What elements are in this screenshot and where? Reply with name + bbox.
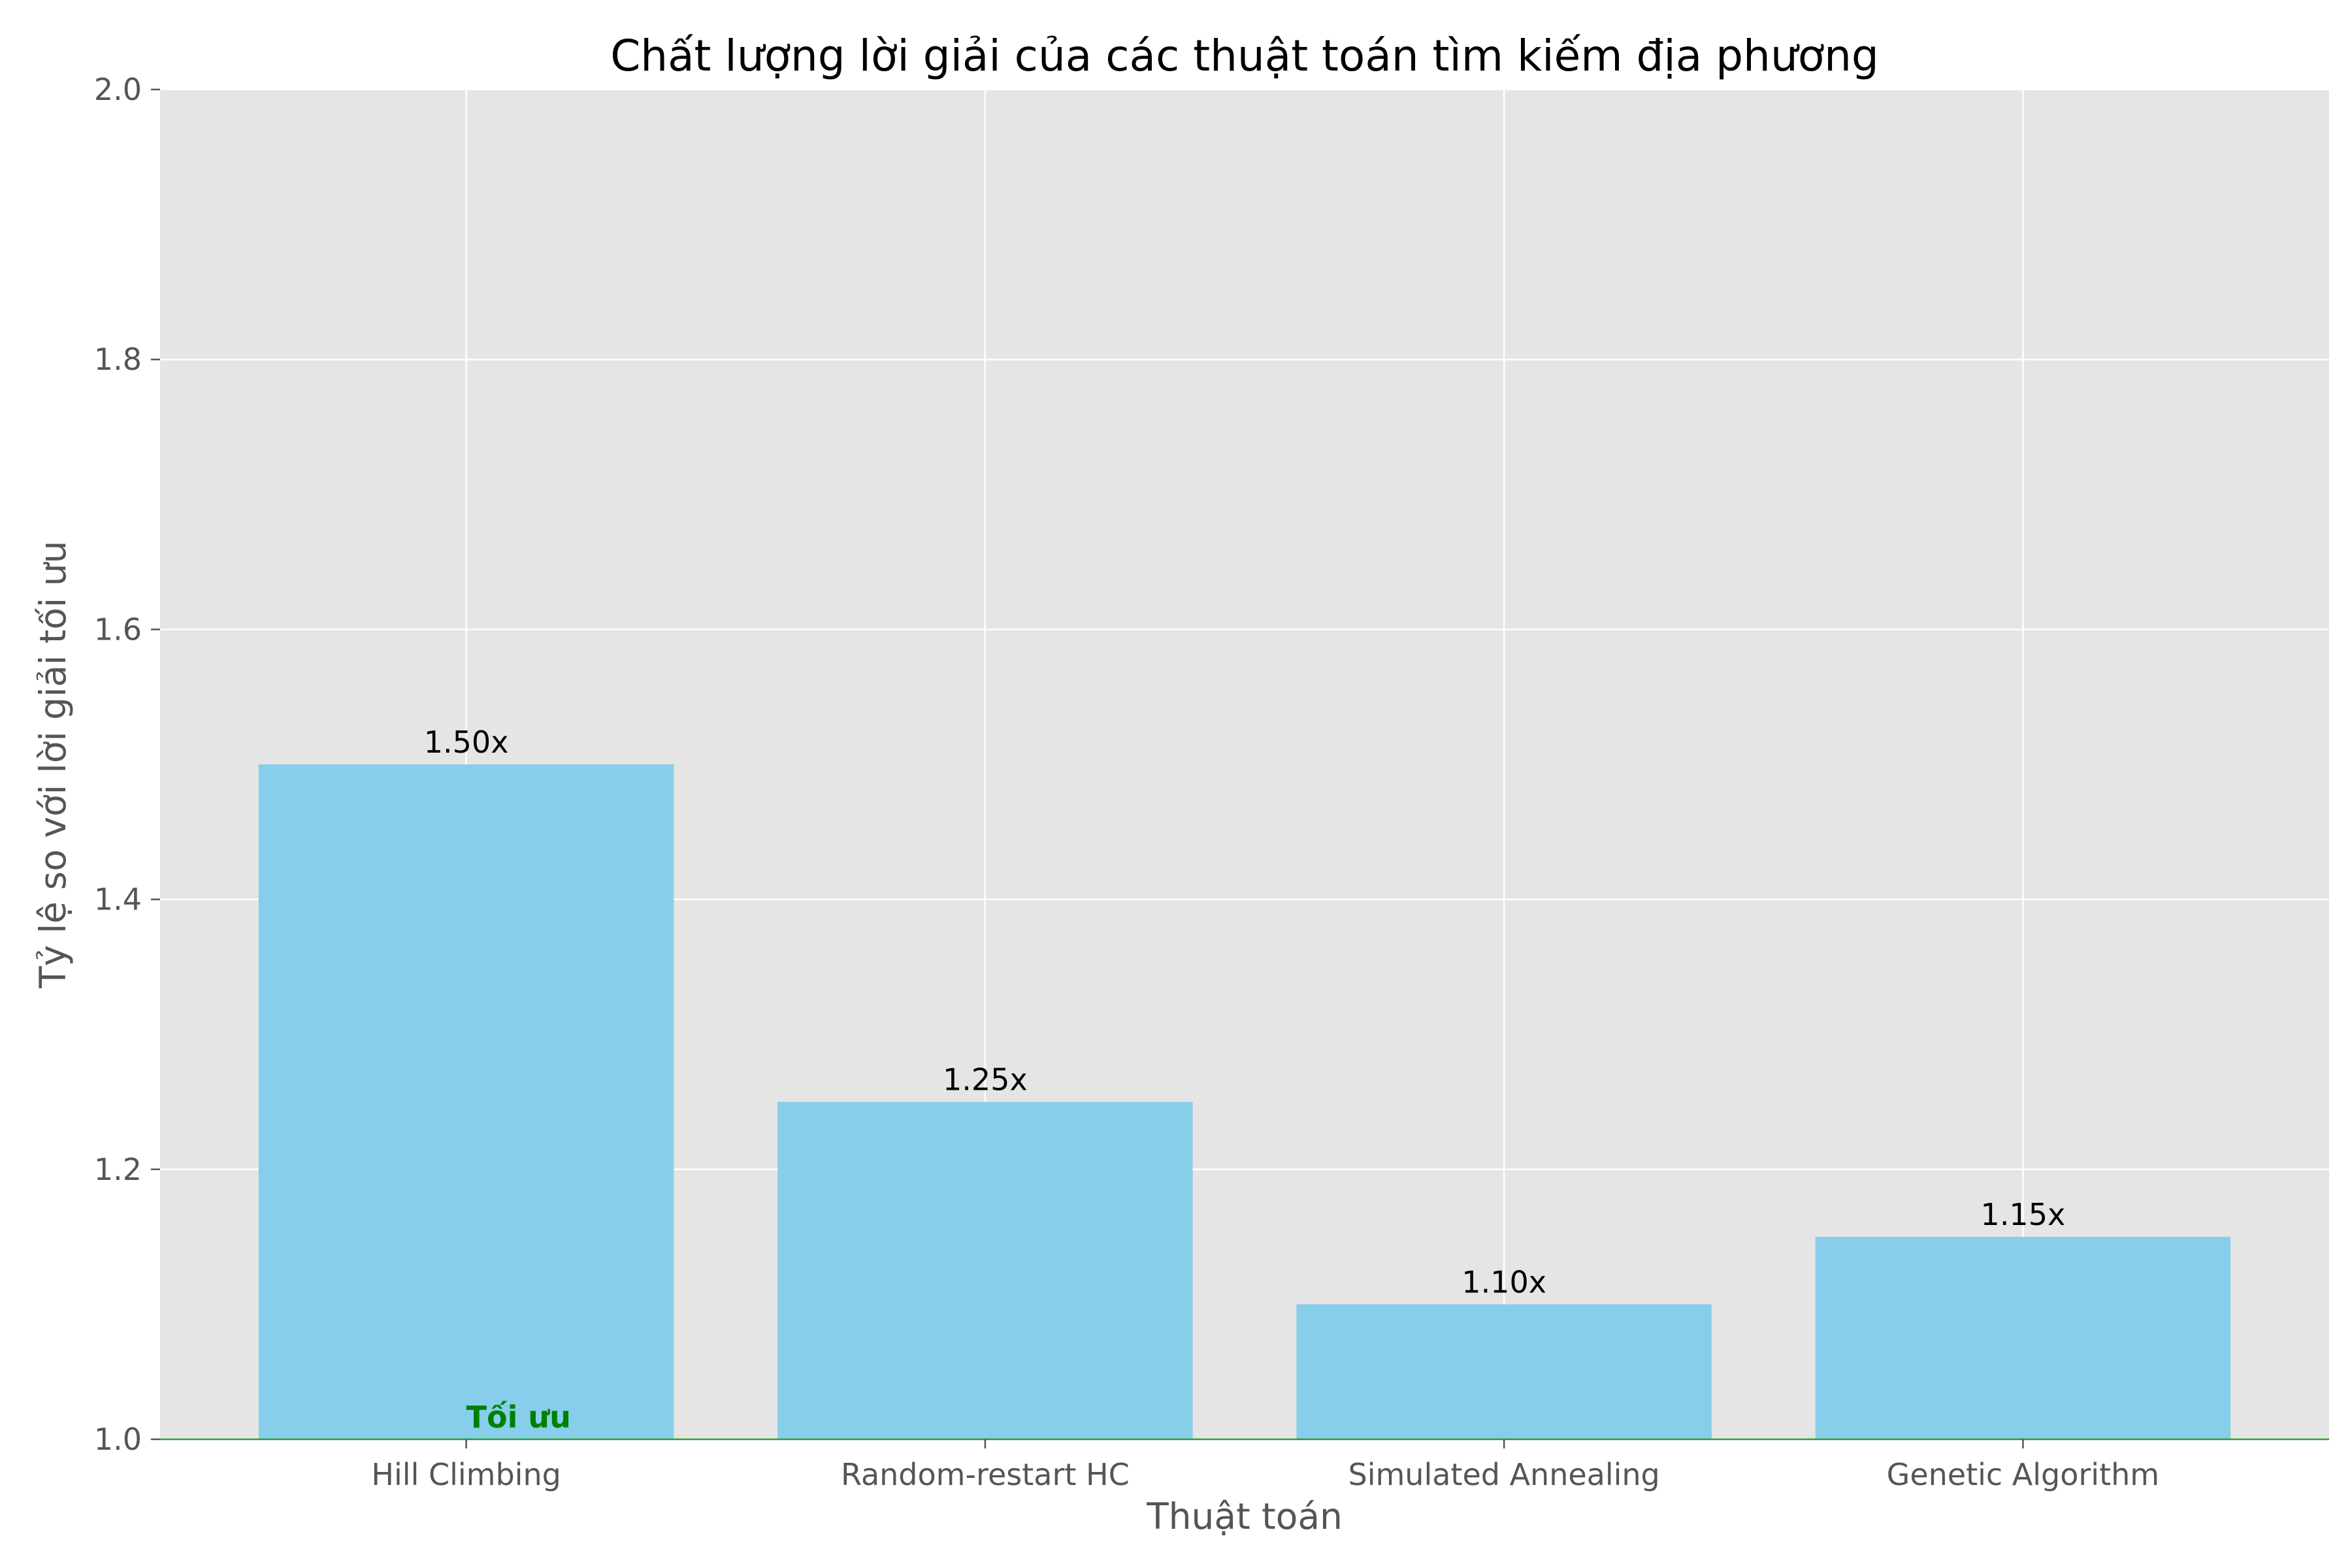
chart-title: Chất lượng lời giải của các thuật toán t… bbox=[610, 31, 1879, 81]
bar bbox=[777, 1102, 1193, 1439]
bar bbox=[258, 764, 674, 1439]
x-tick-label: Hill Climbing bbox=[371, 1457, 561, 1492]
reference-line-label: Tối ưu bbox=[466, 1399, 571, 1435]
bars bbox=[258, 764, 2231, 1439]
bar-value-label: 1.50x bbox=[424, 725, 509, 760]
bar bbox=[1296, 1304, 1712, 1439]
value-labels: 1.50x 1.25x 1.10x 1.15x bbox=[424, 725, 2065, 1299]
bar bbox=[1815, 1237, 2231, 1439]
y-tick-label: 1.2 bbox=[94, 1152, 142, 1187]
y-tick-label: 1.4 bbox=[94, 882, 142, 917]
y-tick-label: 1.0 bbox=[94, 1422, 142, 1457]
x-tick-label: Genetic Algorithm bbox=[1887, 1457, 2159, 1492]
y-tick-label: 1.6 bbox=[94, 612, 142, 647]
x-tick-label: Random-restart HC bbox=[841, 1457, 1130, 1492]
y-tick-label: 1.8 bbox=[94, 342, 142, 377]
bar-value-label: 1.15x bbox=[1981, 1197, 2066, 1232]
axes: 1.0 1.2 1.4 1.6 1.8 2.0 Hill Climbing Random-re… bbox=[94, 72, 2159, 1492]
y-axis-label: Tỷ lệ so với lời giải tối ưu bbox=[32, 540, 74, 988]
y-tick-label: 2.0 bbox=[94, 72, 142, 107]
x-axis-label: Thuật toán bbox=[1146, 1495, 1343, 1537]
reference-line-group: Tối ưu bbox=[160, 1399, 2329, 1441]
bar-value-label: 1.10x bbox=[1462, 1264, 1546, 1299]
bar-value-label: 1.25x bbox=[943, 1062, 1028, 1098]
x-tick-label: Simulated Annealing bbox=[1348, 1457, 1660, 1492]
